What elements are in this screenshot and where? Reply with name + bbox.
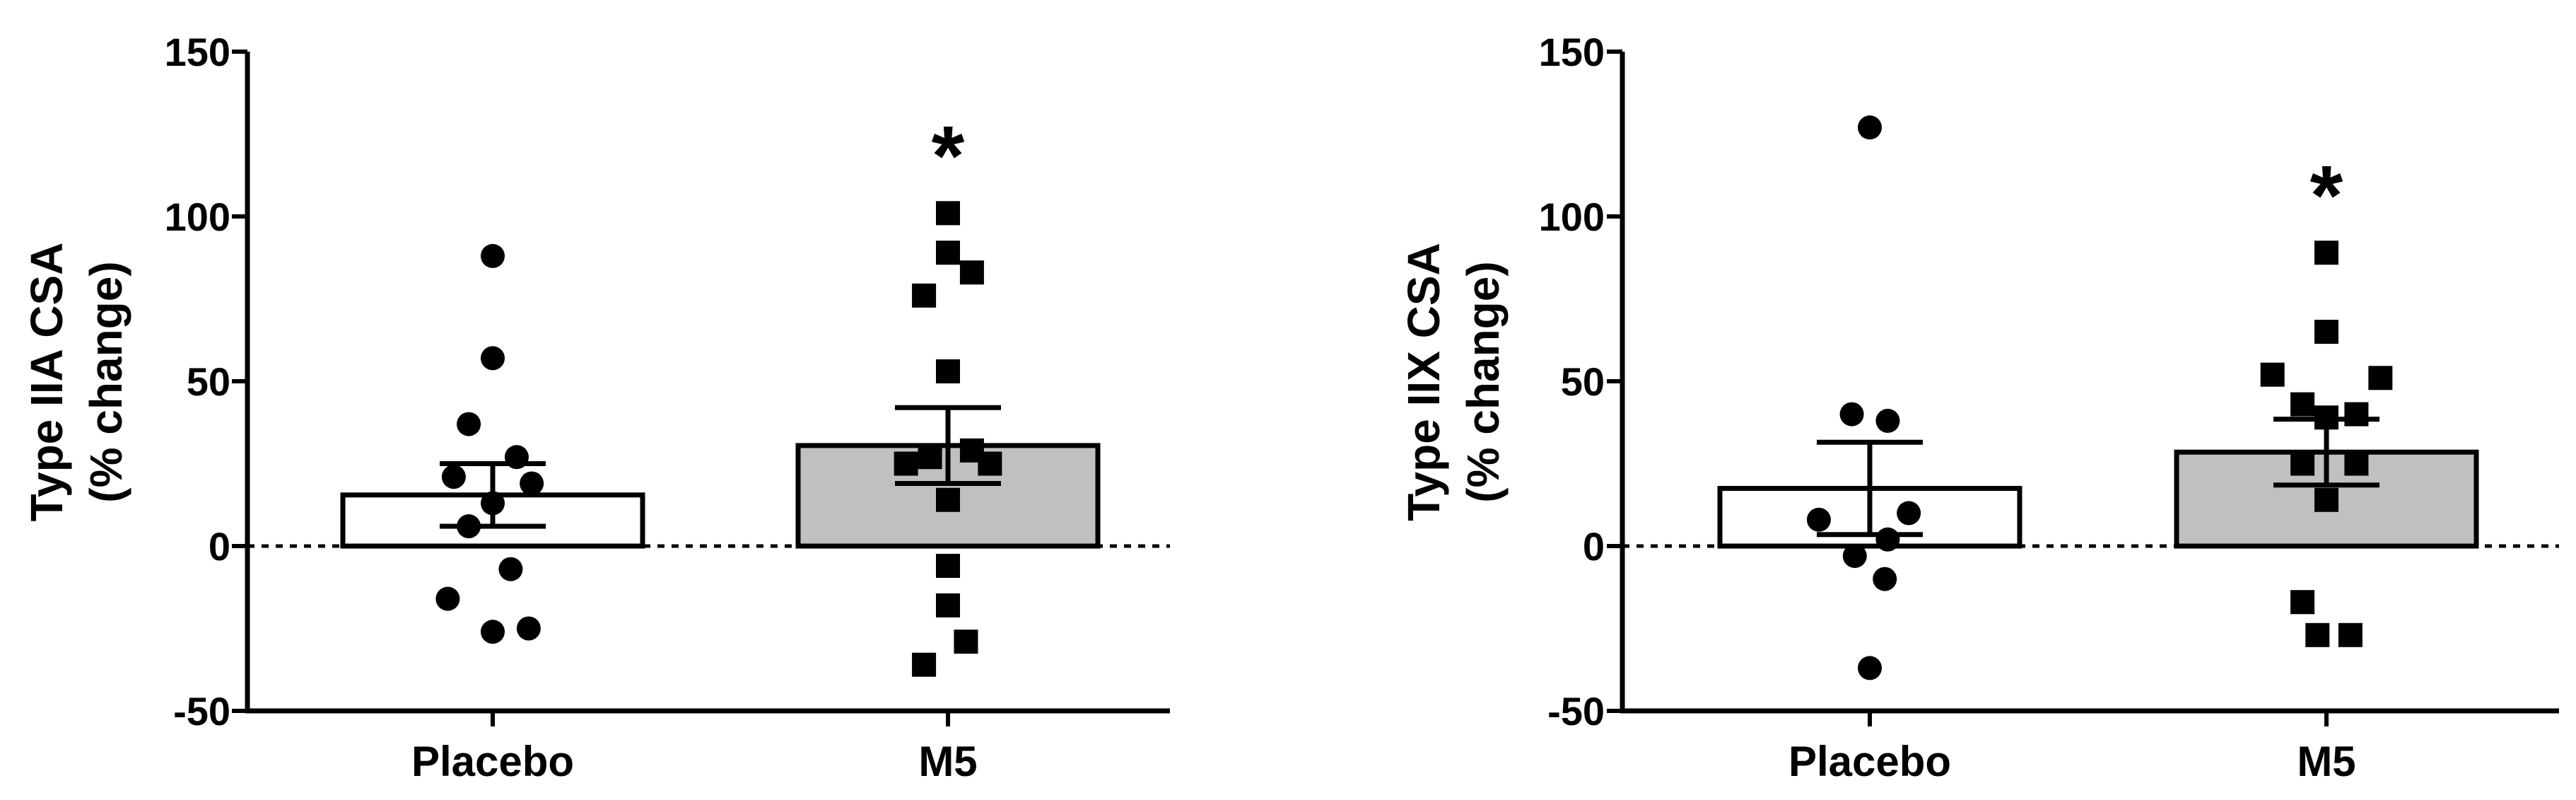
- y-axis-label-line2: (% change): [1458, 261, 1509, 502]
- y-tick-label: 50: [187, 359, 230, 404]
- data-point-placebo: [435, 586, 460, 611]
- y-tick-label: -50: [1547, 689, 1605, 734]
- data-point-m5: [936, 487, 960, 512]
- chart-panel-2: -50 0 50 100 150 Placebo M5 * Type IIX CSA (% cha…: [1398, 30, 2559, 785]
- y-tick-label: 150: [1539, 30, 1605, 74]
- data-point-placebo: [1839, 402, 1864, 427]
- data-point-m5: [2314, 240, 2338, 265]
- data-point-m5: [894, 451, 918, 476]
- data-point-placebo: [481, 243, 505, 268]
- data-point-m5: [936, 593, 960, 618]
- data-point-placebo: [1858, 115, 1882, 140]
- data-point-m5: [912, 283, 937, 308]
- data-point-placebo: [441, 465, 466, 489]
- data-point-m5: [959, 260, 984, 285]
- data-point-placebo: [1873, 567, 1897, 591]
- data-point-placebo: [498, 557, 523, 581]
- data-point-m5: [918, 445, 942, 470]
- data-point-placebo: [1806, 507, 1831, 532]
- data-point-placebo: [481, 620, 505, 644]
- data-point-m5: [2260, 362, 2285, 387]
- data-point-m5: [936, 201, 960, 226]
- y-tick-label: 150: [165, 30, 230, 74]
- category-label-placebo: Placebo: [411, 738, 574, 785]
- data-point-m5: [2344, 451, 2369, 476]
- data-point-placebo: [1897, 501, 1921, 526]
- y-tick-label: 0: [1583, 524, 1605, 569]
- category-label-m5: M5: [918, 738, 977, 785]
- data-point-placebo: [457, 412, 481, 436]
- data-point-placebo: [1875, 408, 1900, 433]
- category-label-placebo: Placebo: [1788, 738, 1951, 785]
- data-point-m5: [2290, 451, 2315, 476]
- category-label-m5: M5: [2297, 738, 2355, 785]
- data-point-m5: [2314, 487, 2338, 512]
- data-point-placebo: [516, 616, 541, 641]
- chart-panel-1: -50 0 50 100 150 Placebo M5 * Type IIA CSA (% cha…: [21, 30, 1170, 785]
- y-axis-label-line1: Type IIX CSA: [1398, 243, 1449, 521]
- y-tick-label: 100: [165, 195, 230, 239]
- data-point-m5: [912, 652, 937, 677]
- data-point-m5: [2290, 392, 2315, 417]
- data-point-m5: [978, 451, 1002, 476]
- data-point-placebo: [1858, 656, 1882, 680]
- significance-asterisk: *: [932, 108, 965, 203]
- y-tick-label: 100: [1539, 195, 1605, 239]
- data-point-m5: [2305, 622, 2330, 647]
- data-point-placebo: [1875, 527, 1900, 552]
- data-point-m5: [2290, 590, 2315, 615]
- data-point-m5: [936, 359, 960, 384]
- y-tick-label: 50: [1561, 359, 1605, 404]
- data-point-m5: [2338, 622, 2363, 647]
- data-point-placebo: [520, 471, 544, 496]
- data-point-m5: [2344, 402, 2369, 427]
- data-point-m5: [2368, 366, 2393, 390]
- data-point-placebo: [481, 346, 505, 371]
- data-point-placebo: [1842, 543, 1867, 568]
- data-point-m5: [2314, 320, 2338, 344]
- y-tick-label: -50: [173, 689, 230, 734]
- data-point-m5: [954, 630, 978, 654]
- significance-asterisk: *: [2310, 148, 2343, 243]
- y-axis-label-line2: (% change): [81, 261, 131, 502]
- data-point-m5: [936, 240, 960, 265]
- y-axis-label-line1: Type IIA CSA: [21, 243, 72, 522]
- data-point-m5: [936, 553, 960, 578]
- y-tick-label: 0: [209, 524, 230, 569]
